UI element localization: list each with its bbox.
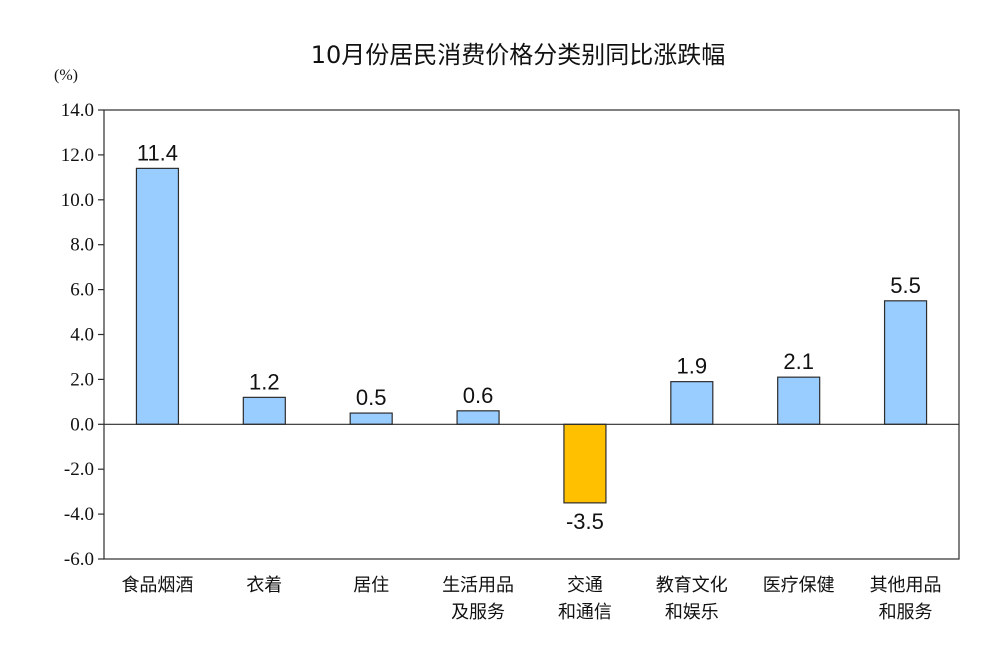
x-tick-label: 交通 — [567, 575, 603, 596]
bars-group — [135, 167, 928, 504]
bar — [883, 300, 928, 425]
x-tick-label: 及服务 — [451, 602, 505, 623]
x-tick-label: 其他用品 — [870, 575, 942, 596]
y-tick-label: 4.0 — [70, 325, 94, 346]
data-label: -3.5 — [566, 509, 604, 534]
y-tick-label: 12.0 — [61, 145, 94, 166]
x-tick-label: 和通信 — [558, 602, 612, 623]
y-tick-label: 0.0 — [70, 414, 94, 435]
x-tick-label: 食品烟酒 — [121, 575, 193, 596]
bar — [670, 381, 714, 425]
bar — [242, 396, 286, 425]
data-labels-group: 11.4 1.2 0.5 0.6 -3.5 1.9 2.1 5.5 — [137, 140, 921, 534]
x-tick-label: 和服务 — [879, 602, 933, 623]
y-tick-label: 6.0 — [70, 280, 94, 301]
y-tick-label: -4.0 — [64, 504, 94, 525]
data-label: 0.5 — [356, 385, 387, 410]
y-tick-label: 2.0 — [70, 369, 94, 390]
x-tick-label: 和娱乐 — [665, 602, 719, 623]
bar — [777, 376, 821, 425]
x-tick-label: 衣着 — [246, 575, 282, 596]
y-tick-label: 8.0 — [70, 235, 94, 256]
x-tick-label: 教育文化 — [656, 575, 728, 596]
y-tick-label: -2.0 — [64, 459, 94, 480]
y-tick-label: 14.0 — [61, 100, 94, 121]
data-label: 1.2 — [249, 369, 280, 394]
data-label: 5.5 — [890, 273, 921, 298]
x-tick-label: 居住 — [353, 575, 389, 596]
y-axis: 14.0 12.0 10.0 8.0 6.0 4.0 2.0 0.0 -2.0 -4.0 -6.0 — [61, 100, 104, 570]
bar — [135, 167, 180, 425]
y-tick-label: -6.0 — [64, 549, 94, 570]
chart-title: 10月份居民消费价格分类别同比涨跌幅 — [311, 41, 726, 69]
data-label: 11.4 — [137, 140, 178, 165]
bar — [563, 423, 607, 504]
x-tick-label: 生活用品 — [442, 575, 514, 596]
data-label: 2.1 — [783, 349, 814, 374]
bar — [349, 412, 393, 425]
y-unit-label: (%) — [54, 67, 78, 84]
data-label: 1.9 — [677, 354, 708, 379]
data-label: 0.6 — [463, 383, 494, 408]
y-tick-label: 10.0 — [61, 190, 94, 211]
x-tick-label: 医疗保健 — [763, 575, 835, 596]
bar — [456, 410, 500, 425]
plot-frame — [103, 109, 960, 560]
